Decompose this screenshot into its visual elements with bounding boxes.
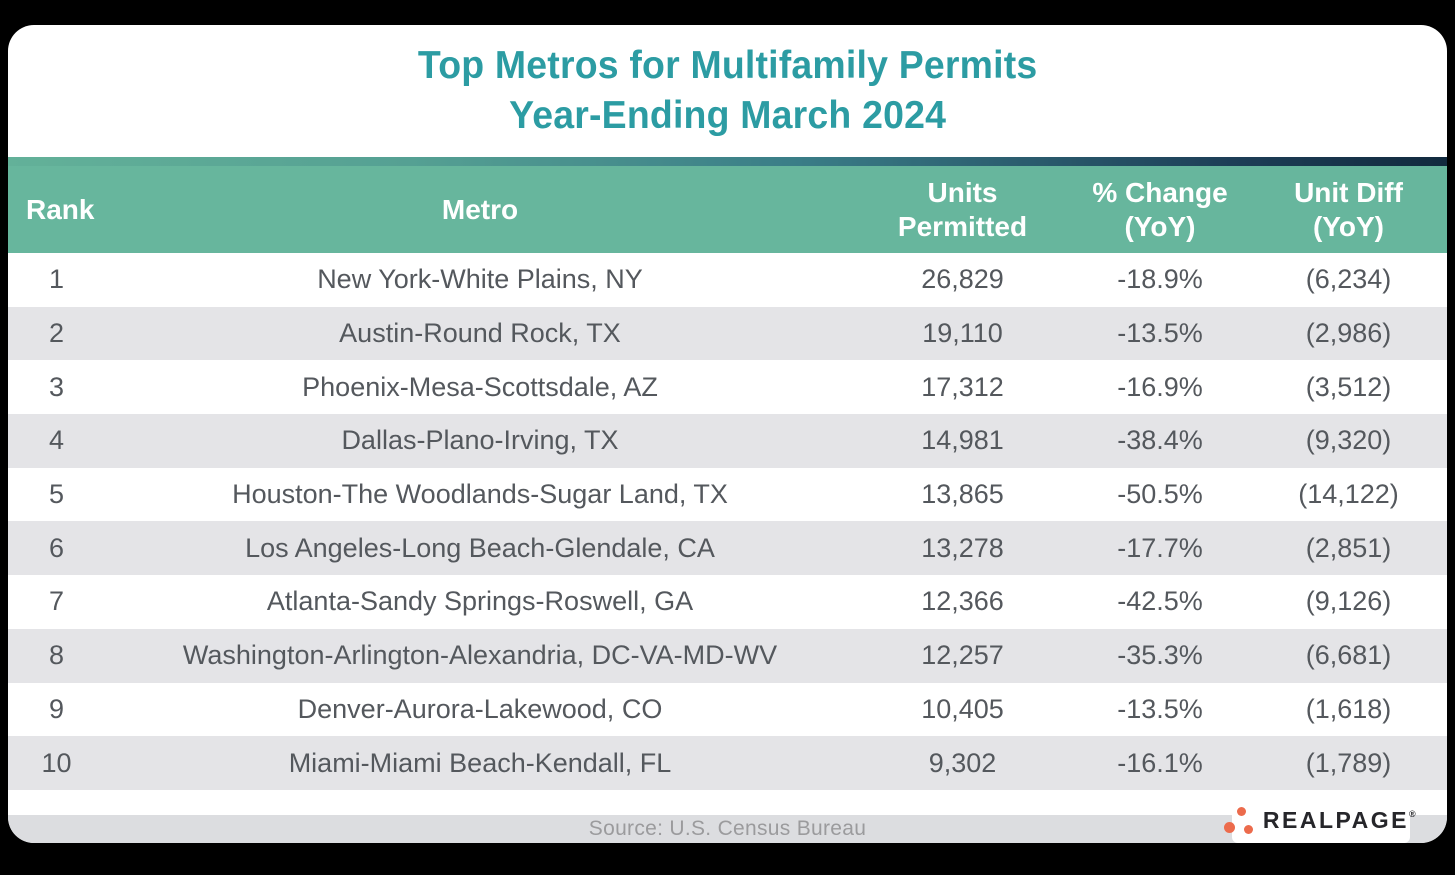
- rank-cell: 4: [48, 425, 65, 456]
- header-rank: Rank: [26, 193, 95, 225]
- rank-cell: 9: [48, 693, 65, 724]
- header-percent-change: % Change (YoY): [1070, 176, 1250, 244]
- metro-cell: Denver-Aurora-Lakewood, CO: [297, 693, 663, 724]
- units-cell: 13,278: [921, 532, 1004, 563]
- units-cell: 26,829: [921, 264, 1004, 295]
- metro-cell: Miami-Miami Beach-Kendall, FL: [288, 747, 672, 778]
- header-unit-diff: Unit Diff (YoY): [1250, 176, 1447, 244]
- change-cell: -17.7%: [1117, 532, 1203, 563]
- diff-cell: (6,234): [1305, 264, 1392, 295]
- realpage-logo-badge: REALPAGE®: [1223, 798, 1416, 843]
- header-change-line1: % Change: [1092, 176, 1228, 208]
- metro-cell: Dallas-Plano-Irving, TX: [341, 425, 619, 456]
- header-diff-line2: (YoY): [1312, 210, 1385, 242]
- metro-cell: Atlanta-Sandy Springs-Roswell, GA: [266, 586, 694, 617]
- realpage-wordmark-text: REALPAGE: [1262, 807, 1409, 833]
- units-cell: 19,110: [922, 318, 1003, 349]
- logo-dot-right: [1243, 824, 1253, 834]
- table-row: 9 Denver-Aurora-Lakewood, CO 10,405 -13.…: [8, 682, 1447, 737]
- realpage-dots-icon: [1223, 806, 1256, 836]
- table-row: 10 Miami-Miami Beach-Kendall, FL 9,302 -…: [8, 736, 1447, 790]
- rank-cell: 2: [48, 318, 65, 349]
- logo-dot-left: [1223, 821, 1235, 833]
- table-row: 3 Phoenix-Mesa-Scottsdale, AZ 17,312 -16…: [8, 360, 1447, 415]
- metro-cell: Phoenix-Mesa-Scottsdale, AZ: [302, 371, 658, 402]
- units-cell: 17,312: [921, 371, 1004, 402]
- change-cell: -16.9%: [1117, 371, 1203, 402]
- table-body: 1 New York-White Plains, NY 26,829 -18.9…: [8, 253, 1447, 790]
- rank-cell: 1: [48, 264, 65, 295]
- metro-cell: Austin-Round Rock, TX: [339, 318, 621, 349]
- source-attribution: Source: U.S. Census Bureau: [588, 817, 867, 840]
- units-cell: 12,257: [921, 640, 1004, 671]
- rank-cell: 3: [48, 371, 65, 402]
- diff-cell: (2,986): [1305, 318, 1392, 349]
- rank-cell: 7: [48, 586, 65, 617]
- table-row: 4 Dallas-Plano-Irving, TX 14,981 -38.4% …: [8, 414, 1447, 468]
- units-cell: 12,366: [921, 586, 1004, 617]
- accent-gradient-bar: [8, 157, 1447, 166]
- rank-cell: 6: [48, 532, 65, 563]
- table-row: 1 New York-White Plains, NY 26,829 -18.9…: [8, 253, 1447, 307]
- units-cell: 14,981: [921, 425, 1004, 456]
- table-row: 2 Austin-Round Rock, TX 19,110 -13.5% (2…: [8, 306, 1447, 361]
- diff-cell: (6,681): [1305, 640, 1392, 671]
- units-cell: 10,405: [921, 693, 1004, 724]
- realpage-wordmark: REALPAGE®: [1263, 809, 1418, 832]
- change-cell: -42.5%: [1117, 586, 1203, 617]
- units-cell: 9,302: [928, 747, 997, 778]
- change-cell: -38.4%: [1117, 425, 1203, 456]
- table-row: 6 Los Angeles-Long Beach-Glendale, CA 13…: [8, 521, 1447, 576]
- units-cell: 13,865: [921, 479, 1004, 510]
- metro-cell: Los Angeles-Long Beach-Glendale, CA: [245, 532, 715, 563]
- diff-cell: (14,122): [1298, 479, 1399, 510]
- diff-cell: (2,851): [1305, 532, 1392, 563]
- table-header-row: Rank Metro Units Permitted % Change (YoY…: [8, 166, 1447, 253]
- metro-cell: New York-White Plains, NY: [317, 264, 643, 295]
- header-diff-line1: Unit Diff: [1294, 176, 1403, 208]
- diff-cell: (9,126): [1305, 586, 1392, 617]
- header-units-line1: Units: [927, 176, 998, 208]
- header-units-line2: Permitted: [897, 210, 1028, 242]
- table-row: 7 Atlanta-Sandy Springs-Roswell, GA 12,3…: [8, 575, 1447, 629]
- header-units-permitted: Units Permitted: [855, 176, 1070, 244]
- diff-cell: (1,618): [1305, 693, 1392, 724]
- diff-cell: (9,320): [1305, 425, 1392, 456]
- title-line-1: Top Metros for Multifamily Permits: [417, 44, 1038, 87]
- footer: Source: U.S. Census Bureau: [8, 815, 1447, 843]
- change-cell: -50.5%: [1117, 479, 1203, 510]
- diff-cell: (3,512): [1305, 371, 1392, 402]
- rank-cell: 8: [48, 640, 65, 671]
- logo-dot-top: [1236, 806, 1246, 816]
- table-row: 5 Houston-The Woodlands-Sugar Land, TX 1…: [8, 467, 1447, 522]
- change-cell: -18.9%: [1117, 264, 1203, 295]
- title-line-2: Year-Ending March 2024: [508, 94, 947, 137]
- change-cell: -16.1%: [1117, 747, 1203, 778]
- infographic-card: Top Metros for Multifamily Permits Year-…: [8, 25, 1447, 843]
- registered-trademark-icon: ®: [1408, 809, 1419, 819]
- change-cell: -13.5%: [1117, 318, 1203, 349]
- diff-cell: (1,789): [1305, 747, 1392, 778]
- change-cell: -35.3%: [1117, 640, 1203, 671]
- rank-cell: 5: [48, 479, 65, 510]
- table-row: 8 Washington-Arlington-Alexandria, DC-VA…: [8, 628, 1447, 683]
- metro-cell: Houston-The Woodlands-Sugar Land, TX: [232, 479, 728, 510]
- header-metro: Metro: [441, 193, 519, 225]
- change-cell: -13.5%: [1117, 693, 1203, 724]
- page-title: Top Metros for Multifamily Permits Year-…: [8, 25, 1447, 157]
- metro-cell: Washington-Arlington-Alexandria, DC-VA-M…: [182, 640, 778, 671]
- header-change-line2: (YoY): [1124, 210, 1196, 242]
- rank-cell: 10: [41, 747, 72, 778]
